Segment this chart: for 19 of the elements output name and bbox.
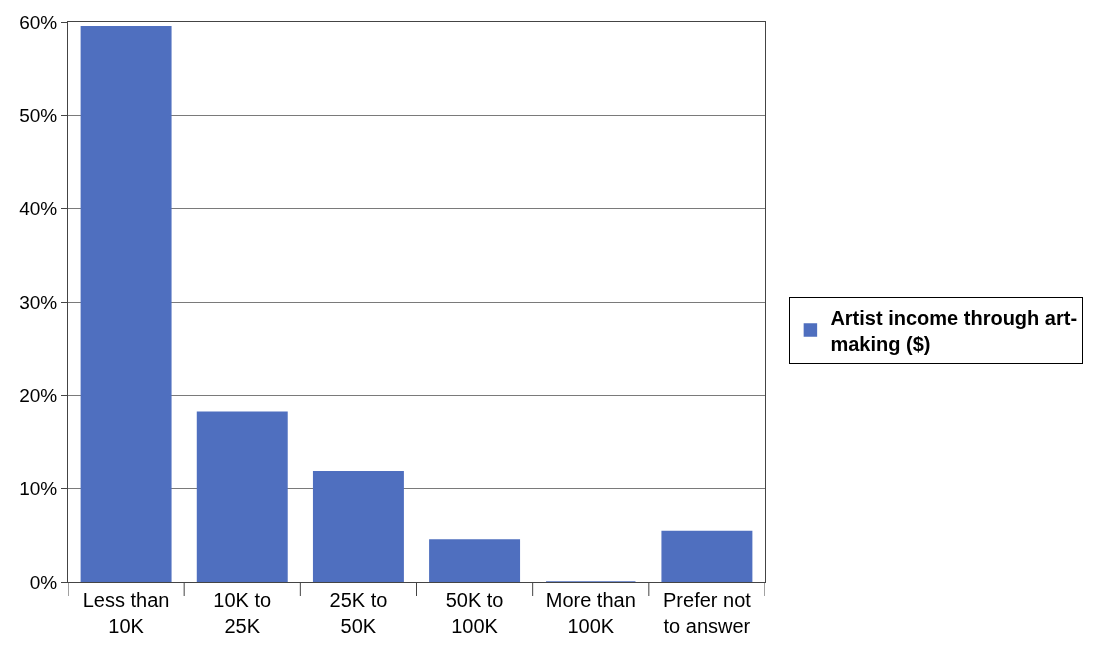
y-tick-label: 60% <box>19 11 58 33</box>
y-tick-label: 30% <box>19 291 58 313</box>
x-tick-label: Prefer not to answer <box>663 589 752 637</box>
y-tick-label: 50% <box>19 104 58 126</box>
bar <box>80 25 172 582</box>
x-tick-label: More than 100K <box>545 589 636 637</box>
y-tick-label: 20% <box>19 384 58 406</box>
bar <box>196 411 288 582</box>
y-tick-label: 10% <box>19 478 58 500</box>
x-tick-label: 50K to 100K <box>445 589 504 637</box>
bar <box>429 539 521 582</box>
y-tick-label: 0% <box>29 571 58 593</box>
x-tick-label: 10K to 25K <box>213 589 272 637</box>
y-tick-label: 40% <box>19 198 58 220</box>
bar <box>312 471 404 582</box>
bar <box>661 530 753 582</box>
x-tick-label: Less than 10K <box>82 589 170 637</box>
x-tick-label: 25K to 50K <box>329 589 388 637</box>
legend-label: Artist income through art-making ($) <box>830 306 1078 355</box>
